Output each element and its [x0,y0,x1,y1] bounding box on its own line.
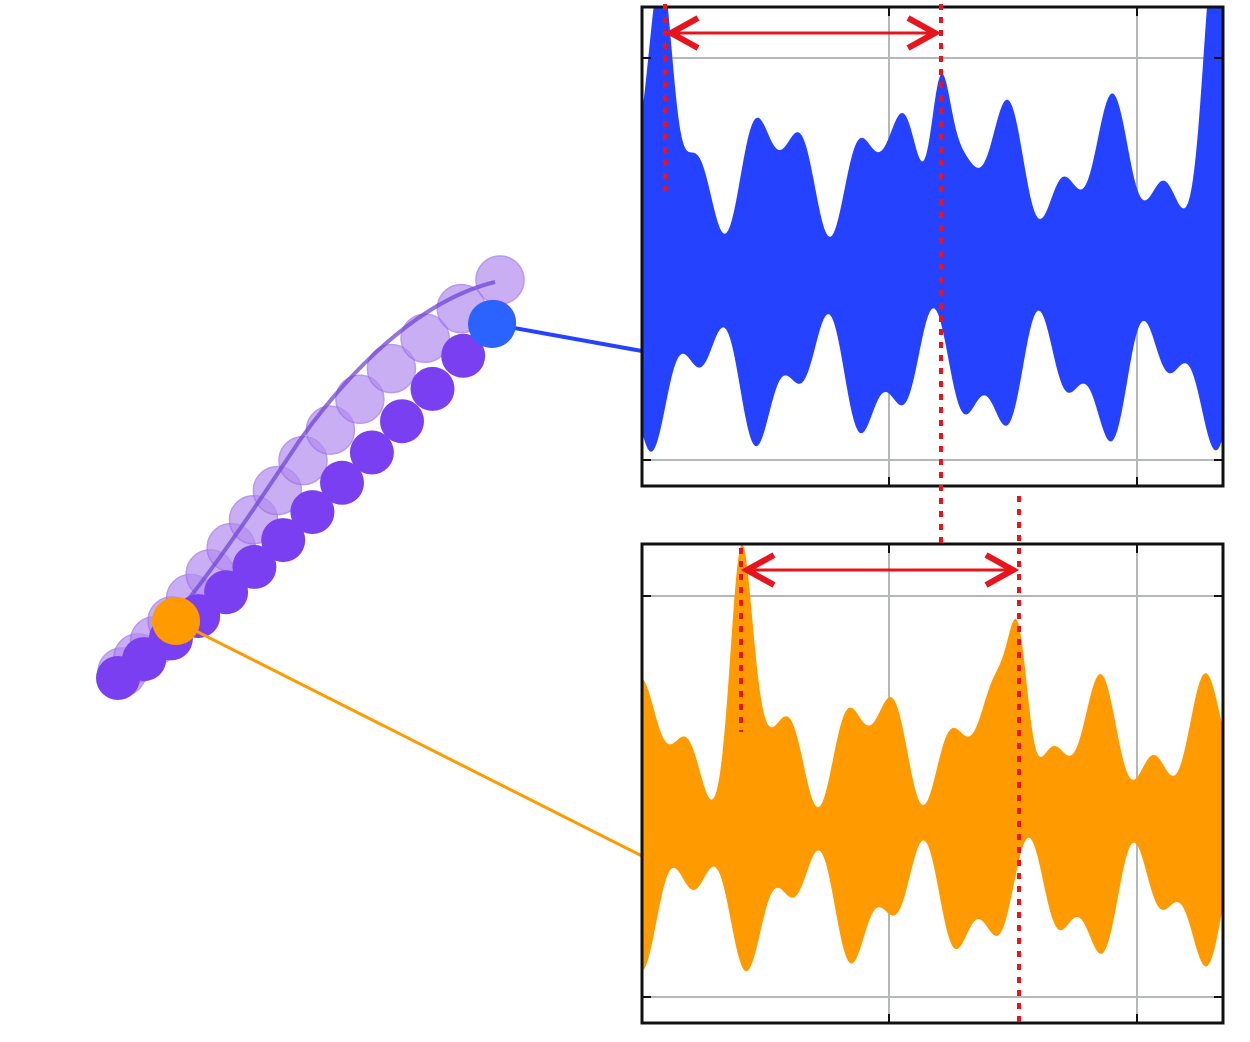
orange-connector-line [175,619,643,858]
bottom-signal-panel [640,542,1225,1025]
bead-chain [96,255,643,858]
front-bead [349,430,394,475]
top-panel-frame [640,5,1225,488]
top-signal-panel [640,5,1225,488]
bottom-signal-envelope [642,544,1223,972]
blue-highlight-bead [468,300,516,348]
blue-connector-line [491,322,643,353]
front-bead-row [96,300,516,700]
front-bead [261,518,306,563]
top-signal-envelope [642,7,1223,452]
orange-highlight-bead [152,597,200,645]
front-bead [290,490,335,535]
front-bead [441,333,486,378]
front-bead [320,460,364,505]
front-bead [380,399,424,444]
front-bead [204,570,249,615]
front-bead [232,544,277,589]
back-bead [335,374,385,425]
bottom-panel-frame [640,542,1225,1025]
back-bead [475,255,525,305]
back-bead [366,343,417,394]
front-bead [410,366,455,411]
